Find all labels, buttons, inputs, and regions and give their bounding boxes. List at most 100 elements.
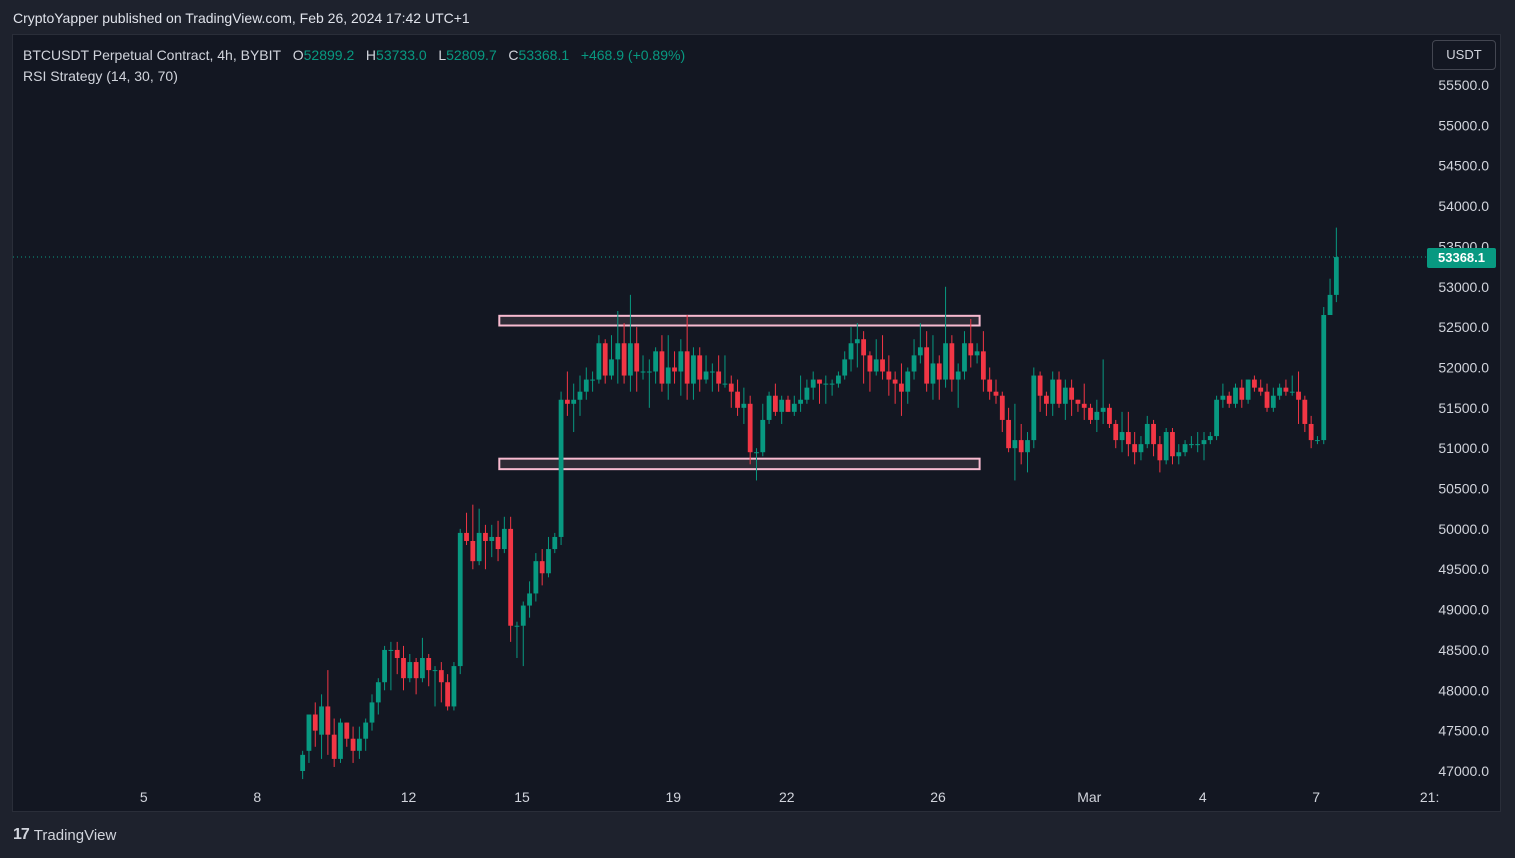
candle-body (1220, 395, 1226, 400)
x-tick-label: 15 (514, 789, 530, 805)
chart-pane[interactable]: 47000.0 47500.0 48000.0 48500.0 49000.0 49500… (12, 34, 1501, 812)
resistance-zone[interactable] (498, 314, 981, 327)
candle (312, 702, 318, 747)
candle-body (1075, 399, 1081, 404)
candle (1144, 415, 1150, 449)
candle-body (1050, 379, 1056, 404)
candle (716, 355, 722, 392)
candle-body (363, 722, 369, 739)
candle (842, 351, 848, 380)
candle (1252, 375, 1257, 392)
candle-body (1289, 391, 1295, 393)
candle-body (1157, 444, 1163, 461)
candle (457, 528, 463, 675)
candle (363, 718, 369, 751)
currency-button[interactable]: USDT (1432, 40, 1496, 70)
candle-body (911, 355, 917, 372)
x-tick-label: 4 (1199, 789, 1207, 805)
candles-layer (300, 227, 1339, 780)
candle (1207, 432, 1213, 445)
candle (350, 726, 356, 763)
candle-body (880, 359, 885, 372)
indicator-label[interactable]: RSI Strategy (14, 30, 70) (23, 68, 178, 84)
candle-body (621, 343, 627, 376)
candle (817, 379, 822, 404)
candle-body (338, 722, 343, 759)
y-tick-label: 52500.0 (1438, 319, 1489, 335)
candle (514, 621, 520, 659)
brand-name[interactable]: TradingView (33, 826, 117, 844)
candle-body (489, 536, 495, 541)
candle-body (306, 714, 312, 751)
support-zone[interactable] (498, 457, 981, 471)
candle (993, 379, 999, 404)
candle-body (1012, 440, 1018, 449)
candle-body (413, 662, 419, 679)
candle (609, 335, 614, 380)
candle (1081, 383, 1087, 420)
candle (1170, 428, 1175, 465)
candle-body (1151, 423, 1156, 445)
candle (438, 662, 444, 703)
candle-body (1094, 411, 1100, 420)
candle-body (665, 367, 671, 384)
footer: 17 TradingView (13, 826, 116, 844)
candle (388, 641, 394, 691)
candle (1006, 407, 1011, 453)
candle (936, 355, 942, 400)
candle-body (974, 351, 980, 356)
candle-body (722, 383, 728, 385)
candle (1031, 367, 1037, 449)
candle-body (628, 343, 633, 376)
candle-body (483, 532, 488, 541)
candle (829, 379, 835, 396)
y-tick-label: 49500.0 (1438, 561, 1489, 577)
candle (1270, 387, 1276, 412)
candle (1157, 436, 1163, 473)
last-price-label: 53368.1 (1427, 248, 1496, 268)
x-tick-label: 19 (665, 789, 681, 805)
candle (646, 359, 652, 408)
candle (508, 516, 514, 642)
candle (1107, 403, 1112, 428)
candle (653, 347, 659, 384)
candle-body (1107, 407, 1112, 424)
candle-body (1170, 432, 1175, 457)
candle (974, 343, 980, 364)
candle-body (577, 391, 583, 400)
candle (1283, 379, 1289, 396)
tradingview-logo-icon[interactable]: 17 (13, 826, 30, 843)
x-tick-label: 8 (253, 789, 261, 805)
candle-body (464, 532, 469, 541)
candle (1289, 375, 1295, 396)
candle (1094, 399, 1100, 433)
candle-body (1270, 395, 1276, 408)
candle-body (375, 682, 381, 703)
candle (1176, 444, 1182, 465)
candle (754, 448, 759, 481)
candle-body (369, 702, 375, 723)
candle-body (1195, 444, 1201, 446)
candle (924, 331, 930, 392)
candle-body (1226, 395, 1232, 404)
candle (1258, 379, 1264, 396)
open-label: O (292, 47, 304, 63)
candle-body (300, 754, 306, 771)
candle (1075, 399, 1081, 412)
candle-body (382, 649, 387, 683)
candle-body (899, 383, 904, 392)
candle (1233, 383, 1238, 408)
candlestick-chart[interactable]: 47000.0 47500.0 48000.0 48500.0 49000.0 49500… (13, 35, 1500, 811)
candle (571, 383, 577, 433)
candle (791, 395, 797, 416)
low-value: 52809.7 (446, 47, 497, 63)
candle-body (546, 549, 551, 574)
candle (369, 694, 375, 731)
y-tick-label: 52000.0 (1438, 359, 1489, 375)
candle (445, 674, 451, 711)
candle (962, 331, 967, 380)
candle-body (1119, 432, 1125, 441)
candle-body (325, 706, 331, 735)
candle-body (886, 371, 892, 380)
symbol-line[interactable]: BTCUSDT Perpetual Contract, 4h, BYBIT (23, 47, 282, 63)
